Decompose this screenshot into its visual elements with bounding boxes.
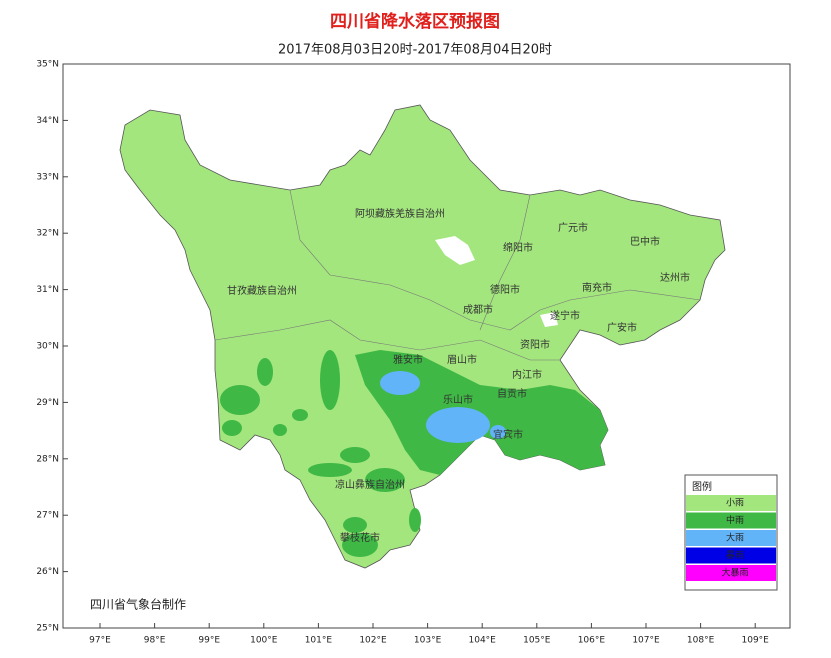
place-label: 乐山市	[443, 393, 473, 406]
heavy-rain	[380, 371, 506, 443]
legend-swatch	[686, 530, 776, 546]
lon-tick-label: 108°E	[687, 636, 715, 646]
legend-swatch	[686, 547, 776, 564]
legend-swatch	[686, 512, 776, 529]
place-label: 广元市	[558, 221, 588, 234]
place-label: 自贡市	[497, 387, 527, 400]
lon-tick-label: 97°E	[89, 636, 111, 646]
place-label: 德阳市	[490, 283, 520, 296]
no-rain-gap	[435, 236, 475, 265]
legend-label: 大雨	[726, 532, 744, 544]
lon-tick-label: 100°E	[250, 636, 278, 646]
place-label: 成都市	[463, 303, 493, 316]
lat-tick-label: 35°N	[36, 60, 59, 70]
lat-tick-label: 34°N	[36, 116, 59, 126]
lat-tick-label: 31°N	[36, 285, 59, 295]
lon-tick-label: 98°E	[144, 636, 166, 646]
lat-tick-label: 30°N	[36, 342, 59, 352]
precip-areas	[119, 104, 726, 569]
no-rain-gap	[540, 312, 558, 327]
legend-swatch	[686, 495, 776, 511]
lat-tick-label: 28°N	[36, 454, 59, 464]
lon-tick-label: 107°E	[632, 636, 660, 646]
legend-label: 暴雨	[726, 550, 744, 561]
place-label: 达州市	[660, 271, 690, 284]
lat-tick-label: 26°N	[36, 567, 59, 577]
boundary	[289, 189, 701, 331]
subtitle: 2017年08月03日20时-2017年08月04日20时	[278, 43, 552, 58]
lon-tick-label: 103°E	[414, 636, 442, 646]
lon-tick-label: 105°E	[523, 636, 551, 646]
lon-tick-label: 102°E	[359, 636, 387, 646]
lon-tick-label: 106°E	[578, 636, 606, 646]
lon-tick-label: 101°E	[305, 636, 333, 646]
credit: 四川省气象台制作	[90, 597, 186, 612]
legend-label: 小雨	[726, 498, 744, 509]
place-label: 广安市	[607, 321, 637, 334]
axes: 35°N 34°N 33°N 32°N 31°N 30°N 29°N 28°N 27°N 26°N…	[36, 60, 769, 646]
place-label: 阿坝藏族羌族自治州	[355, 207, 445, 220]
legend-label: 大暴雨	[721, 567, 748, 579]
boundary	[214, 319, 560, 361]
lat-tick-label: 33°N	[36, 172, 59, 182]
lat-tick-label: 27°N	[36, 511, 59, 521]
place-label: 南充市	[582, 281, 612, 294]
lat-tick-label: 29°N	[36, 398, 59, 408]
place-label: 资阳市	[520, 338, 550, 351]
place-label: 内江市	[512, 368, 542, 381]
lon-tick-label: 104°E	[469, 636, 497, 646]
lat-tick-label: 25°N	[36, 624, 59, 634]
place-label: 凉山彝族自治州	[335, 478, 405, 491]
lat-tick-label: 32°N	[36, 229, 59, 239]
place-label: 遂宁市	[550, 309, 580, 322]
place-label: 眉山市	[447, 353, 477, 366]
place-labels: 阿坝藏族羌族自治州 广元市 绵阳市 巴中市 甘孜藏族自治州 德阳市 南充市 达州…	[227, 207, 690, 544]
legend-swatch	[686, 565, 776, 581]
place-label: 雅安市	[393, 353, 423, 366]
boundary	[479, 194, 531, 331]
legend-label: 中雨	[726, 514, 744, 526]
title: 四川省降水落区预报图	[330, 11, 500, 32]
legend-title: 图例	[692, 480, 712, 493]
place-label: 绵阳市	[503, 241, 533, 254]
place-label: 巴中市	[630, 235, 660, 248]
lon-tick-label: 99°E	[198, 636, 220, 646]
place-label: 宜宾市	[493, 428, 523, 441]
place-label: 甘孜藏族自治州	[227, 284, 297, 297]
place-label: 攀枝花市	[340, 531, 380, 544]
lon-tick-label: 109°E	[742, 636, 770, 646]
